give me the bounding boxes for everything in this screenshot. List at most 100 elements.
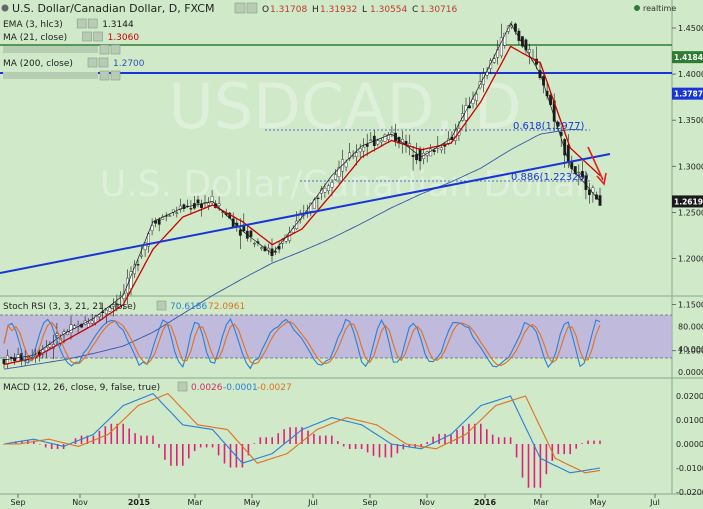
macd-hist-bar <box>182 444 184 466</box>
candle <box>90 320 94 324</box>
macd-hist-bar <box>575 444 577 449</box>
indicator-settings-icon[interactable] <box>98 57 109 68</box>
indicator-settings-icon[interactable] <box>110 70 121 81</box>
candle <box>379 140 383 143</box>
candle <box>140 254 143 257</box>
macd-hist-bar <box>450 433 452 444</box>
macd-hist-bar <box>164 444 166 460</box>
symbol-arrows-icon[interactable] <box>1 4 9 12</box>
macd-hist-bar <box>438 433 440 444</box>
candle <box>277 245 281 250</box>
candle <box>588 189 591 195</box>
candle <box>309 203 313 212</box>
candle <box>598 195 602 206</box>
macd-hist-bar <box>569 444 571 455</box>
candle <box>143 242 147 251</box>
macd-hist-bar <box>56 444 59 449</box>
candle <box>274 251 277 253</box>
indicator-settings-icon[interactable] <box>93 31 103 42</box>
candle <box>376 140 380 145</box>
settings-gear-icon[interactable] <box>234 2 246 14</box>
indicator-eye-icon[interactable] <box>82 31 92 42</box>
chart-title: U.S. Dollar/Canadian Dollar, D, FXCM <box>12 2 214 15</box>
candle <box>316 197 320 200</box>
macd-hist-bar <box>354 444 357 449</box>
indicator-eye-icon[interactable] <box>99 44 110 55</box>
macd-title: MACD (12, 26, close, 9, false, true) <box>3 383 160 393</box>
stoch-eye-icon[interactable] <box>156 300 167 311</box>
candle <box>411 155 415 157</box>
macd-value-signal: -0.0027 <box>257 383 292 393</box>
stoch-k-line <box>3 317 601 370</box>
candle <box>439 147 443 151</box>
indicator-value: 1.2700 <box>113 59 145 69</box>
macd-hist-bar <box>378 444 381 458</box>
ohlc-value: 1.31708 <box>270 5 307 15</box>
indicator-eye-icon[interactable] <box>99 70 110 81</box>
indicator-eye-icon[interactable] <box>87 57 98 68</box>
macd-hist-bar <box>211 444 214 448</box>
ema3-line <box>3 22 601 361</box>
candle <box>6 355 9 365</box>
candle <box>252 242 256 245</box>
candle <box>584 175 588 190</box>
indicator-eye-icon[interactable] <box>76 18 87 29</box>
eye-icon[interactable] <box>246 2 258 14</box>
macd-hist-bar <box>581 443 583 444</box>
macd-hist-bar <box>86 435 89 444</box>
indicator-settings-icon[interactable] <box>110 44 121 55</box>
macd-value-macd: -0.0001 <box>223 383 258 393</box>
candle <box>489 60 493 69</box>
macd-hist-bar <box>205 444 208 448</box>
macd-hist-bar <box>563 444 565 455</box>
macd-hist-bar <box>486 429 488 444</box>
price-tick-label: 1.40000 <box>678 70 703 79</box>
macd-hist-bar <box>348 444 351 449</box>
macd-hist-bar <box>462 425 464 444</box>
indicator-value: 1.3144 <box>102 20 134 30</box>
candle <box>210 196 214 204</box>
down-arrow <box>587 146 604 181</box>
price-axis[interactable]: 1.45000 1.40000 1.35000 1.30000 1.25000 1.200… <box>672 24 703 356</box>
macd-hist-bar <box>241 444 244 468</box>
candle <box>178 205 182 210</box>
indicator-settings-icon[interactable] <box>87 18 98 29</box>
candle <box>362 146 366 152</box>
macd-hist-bar <box>39 444 41 445</box>
candle <box>136 264 140 266</box>
candle <box>499 37 503 57</box>
ma200-line <box>3 128 583 370</box>
candle <box>48 344 52 348</box>
candle <box>545 90 549 97</box>
candle <box>66 331 69 335</box>
macd-hist-bar <box>247 444 250 456</box>
indicator-value: 1.3060 <box>108 33 140 43</box>
time-axis[interactable]: Sep Nov 2015 Mar May Jul Sep Nov 2016 Mar May Jul <box>10 494 660 507</box>
price-tick-label: 1.35000 <box>678 116 703 125</box>
macd-hist-bar <box>122 423 124 444</box>
macd-hist-bar <box>331 435 333 444</box>
macd-hist-bar <box>158 444 160 448</box>
macd-axis[interactable]: 0.0200 0.0100 0.0000 -0.0100 -0.0200 <box>676 392 703 497</box>
candle <box>415 153 418 161</box>
candle <box>482 73 485 85</box>
ohlc-key: O <box>262 5 269 15</box>
macd-hist-bar <box>176 444 178 466</box>
stoch-axis[interactable]: 80.0000 40.0000 0.0000 <box>678 322 703 377</box>
macd-hist-bar <box>253 443 256 444</box>
candle <box>418 148 422 162</box>
candle <box>189 208 193 210</box>
macd-hist-bar <box>271 437 273 444</box>
macd-eye-icon[interactable] <box>177 381 188 392</box>
candle <box>182 204 186 210</box>
candle <box>196 199 200 204</box>
candle <box>13 357 16 362</box>
macd-hist-bar <box>474 423 476 444</box>
macd-hist-bar <box>521 444 524 478</box>
indicator-legend: EMA (3, hlc3) 1.3144 MA (21, close) 1.3060 M… <box>3 18 145 81</box>
macd-value-hist: 0.0026 <box>191 383 223 393</box>
macd-hist-bar <box>468 423 470 444</box>
